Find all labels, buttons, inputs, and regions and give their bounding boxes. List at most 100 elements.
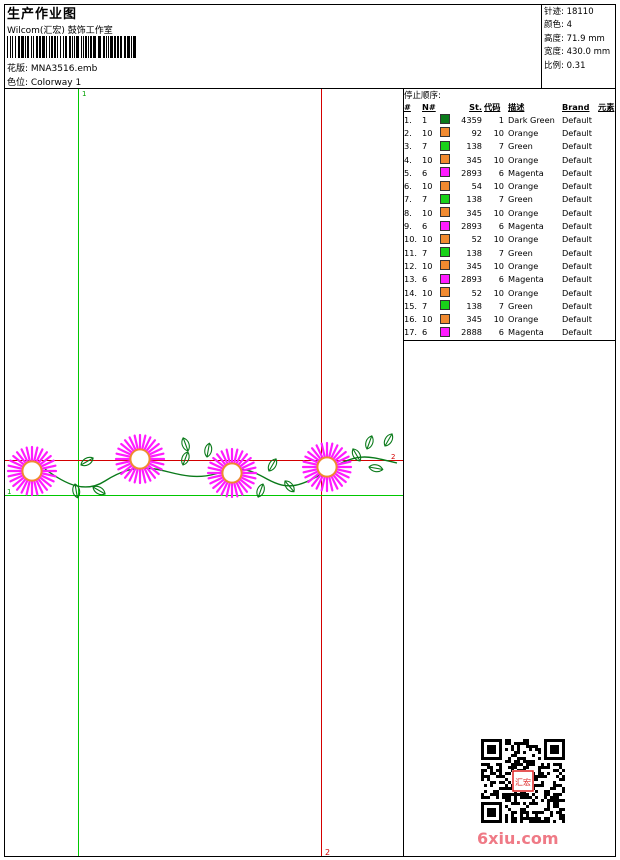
table-row: 14. 10 52 10 Orange Default <box>403 286 614 299</box>
petal <box>225 481 231 498</box>
row-element <box>598 246 614 259</box>
stop-sequence-table: # N# St. 代码 描述 Brand 元素 1. 1 4359 1 Dark Gre… <box>403 100 614 339</box>
color-swatch <box>440 313 450 324</box>
row-needle: 7 <box>422 300 428 311</box>
color-swatch <box>440 247 450 258</box>
row-code: 7 <box>498 141 504 152</box>
petal <box>39 459 55 468</box>
petal <box>9 474 25 483</box>
row-stitches: 2888 <box>461 327 482 338</box>
petal <box>15 477 27 491</box>
petal <box>304 470 320 479</box>
petal <box>33 479 39 496</box>
petal <box>9 459 25 468</box>
leaf-motif <box>256 483 265 498</box>
petal <box>7 472 24 478</box>
row-stitches: 2893 <box>461 274 482 285</box>
petal <box>307 472 321 484</box>
petal <box>235 450 244 466</box>
row-element <box>598 179 614 192</box>
row-index: 17. <box>404 327 418 338</box>
color-swatch <box>440 233 450 244</box>
petal <box>220 450 229 466</box>
row-index: 5. <box>404 167 412 178</box>
row-swatch <box>440 246 454 259</box>
petal <box>117 447 133 456</box>
row-description: Green <box>508 247 533 258</box>
row-description: Orange <box>508 234 539 245</box>
petal <box>146 464 160 476</box>
row-code: 7 <box>498 247 504 258</box>
petal <box>115 460 132 466</box>
petal <box>123 439 135 453</box>
petal <box>37 451 49 465</box>
row-element <box>598 286 614 299</box>
col-header-brand: Brand <box>562 101 590 112</box>
flower-center <box>129 448 151 470</box>
col-header-stitches: St. <box>469 101 482 112</box>
row-code: 6 <box>498 274 504 285</box>
petal <box>141 434 147 451</box>
table-row: 15. 7 138 7 Green Default <box>403 299 614 312</box>
row-swatch <box>440 219 454 232</box>
row-code: 7 <box>498 194 504 205</box>
petal <box>25 479 31 496</box>
row-index: 16. <box>404 314 418 325</box>
row-needle: 10 <box>422 181 433 192</box>
petal <box>147 447 163 456</box>
leaf-motif <box>80 456 94 467</box>
row-stitches: 138 <box>466 300 482 311</box>
row-description: Green <box>508 300 533 311</box>
petal <box>128 466 137 482</box>
color-swatch <box>440 193 450 204</box>
row-element <box>598 206 614 219</box>
petal <box>212 456 226 468</box>
guide-label-bottom: 2 <box>325 848 330 856</box>
guide-label-right: 2 <box>391 453 395 461</box>
row-code: 10 <box>493 154 504 165</box>
guide-label-top: 1 <box>82 90 86 98</box>
leaf-motif <box>267 458 278 472</box>
row-element <box>598 326 614 339</box>
color-swatch <box>440 140 450 151</box>
stat-scale: 比例: 0.31 <box>544 60 586 71</box>
stat-stitches: 针迹: 18110 <box>544 7 594 17</box>
row-description: Magenta <box>508 327 544 338</box>
table-row: 11. 7 138 7 Green Default <box>403 246 614 259</box>
col-header-description: 描述 <box>508 101 525 112</box>
row-brand: Default <box>562 247 592 258</box>
row-index: 9. <box>404 221 412 232</box>
petal <box>238 456 252 468</box>
petal <box>40 464 57 470</box>
petal <box>20 478 29 494</box>
colorway: 色位: Colorway 1 <box>7 78 82 88</box>
table-row: 1. 1 4359 1 Dark Green Default <box>403 113 614 126</box>
barcode <box>7 36 136 58</box>
leaf-motif <box>368 464 384 473</box>
row-brand: Default <box>562 221 592 232</box>
petal <box>304 455 320 464</box>
color-swatch <box>440 273 450 284</box>
row-needle: 10 <box>422 314 433 325</box>
row-element <box>598 166 614 179</box>
row-swatch <box>440 153 454 166</box>
petal <box>235 480 244 496</box>
row-needle: 10 <box>422 127 433 138</box>
petal <box>38 454 52 466</box>
page-title: 生产作业图 <box>7 7 78 22</box>
leaf-motif <box>181 437 190 452</box>
petal <box>146 442 160 454</box>
row-needle: 1 <box>422 114 428 125</box>
row-swatch <box>440 259 454 272</box>
color-swatch <box>440 326 450 337</box>
petal <box>207 466 224 472</box>
row-code: 6 <box>498 167 504 178</box>
row-element <box>598 233 614 246</box>
row-stitches: 4359 <box>461 114 482 125</box>
petal <box>302 460 319 466</box>
row-brand: Default <box>562 114 592 125</box>
petal <box>39 474 55 483</box>
petal <box>123 465 135 479</box>
petal <box>209 461 225 470</box>
row-stitches: 345 <box>466 260 482 271</box>
